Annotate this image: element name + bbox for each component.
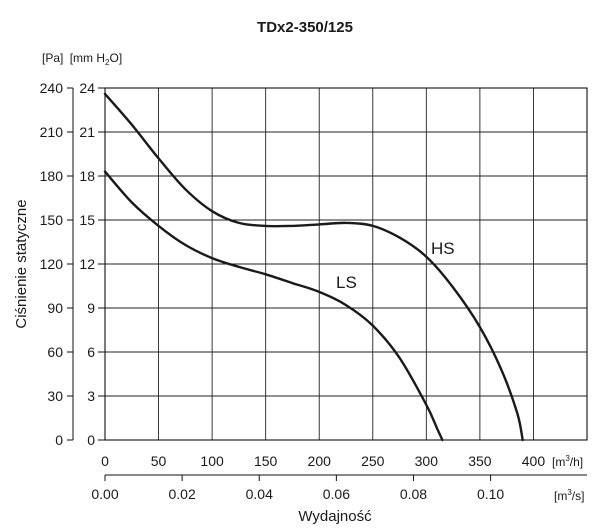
series-label-hs: HS xyxy=(431,239,455,258)
y-axis-mmh2o: 0 3 6 9 12 15 18 21 24 xyxy=(79,80,105,448)
chart-title: TDx2-350/125 xyxy=(257,19,353,36)
y-tick-mm-label: 21 xyxy=(79,124,95,140)
x-tick-m3s-label: 0.00 xyxy=(91,486,118,502)
x-tick-m3h-label: 250 xyxy=(361,453,385,469)
series-label-ls: LS xyxy=(336,273,357,292)
series-line-hs xyxy=(103,92,524,442)
x-tick-m3h-label: 300 xyxy=(415,453,439,469)
x-tick-m3h-label: 150 xyxy=(254,453,278,469)
y-tick-mm-label: 15 xyxy=(79,212,95,228)
x-tick-m3h-label: 0 xyxy=(101,453,109,469)
x-tick-m3s-label: 0.08 xyxy=(400,486,427,502)
x-tick-m3s-label: 0.10 xyxy=(477,486,504,502)
y-units-label: [Pa] [mm H2O] xyxy=(42,51,122,67)
x-tick-m3h-label: 50 xyxy=(151,453,167,469)
y-axis-title: Ciśnienie statyczne xyxy=(13,199,30,328)
y-tick-mm-label: 6 xyxy=(87,344,95,360)
x-tick-m3h-label: 100 xyxy=(200,453,224,469)
y-tick-mm-label: 9 xyxy=(87,300,95,316)
y-tick-mm-label: 0 xyxy=(87,432,95,448)
x-axis-title: Wydajność xyxy=(298,508,372,525)
y-tick-pa-label: 120 xyxy=(40,256,64,272)
x-tick-m3s-label: 0.06 xyxy=(323,486,350,502)
x-tick-m3s-label: 0.04 xyxy=(246,486,273,502)
y-tick-pa-label: 150 xyxy=(40,212,64,228)
y-axis-pa: 0 30 60 90 120 150 180 210 240 xyxy=(40,80,74,448)
x-tick-m3h-label: 350 xyxy=(468,453,492,469)
y-tick-mm-label: 3 xyxy=(87,388,95,404)
series-line-ls xyxy=(103,170,444,442)
y-tick-mm-label: 18 xyxy=(79,168,95,184)
y-tick-pa-label: 60 xyxy=(47,344,63,360)
y-tick-pa-label: 240 xyxy=(40,80,64,96)
x-axis-m3h: 0 50 100 150 200 250 300 350 400 xyxy=(101,453,545,469)
y-tick-pa-label: 180 xyxy=(40,168,64,184)
y-tick-mm-label: 12 xyxy=(79,256,95,272)
grid-lines xyxy=(104,87,587,441)
y-tick-pa-label: 90 xyxy=(47,300,63,316)
y-tick-pa-label: 0 xyxy=(55,432,63,448)
y-tick-pa-label: 210 xyxy=(40,124,64,140)
x-tick-m3h-label: 400 xyxy=(522,453,546,469)
x-tick-m3h-label: 200 xyxy=(308,453,332,469)
x-units-m3h-label: [m3/h] xyxy=(552,454,583,469)
x-units-m3s-label: [m3/s] xyxy=(554,488,584,503)
y-tick-mm-label: 24 xyxy=(79,80,95,96)
y-tick-pa-label: 30 xyxy=(47,388,63,404)
x-axis-m3s: 0.00 0.02 0.04 0.06 0.08 0.10 xyxy=(91,474,587,502)
x-tick-m3s-label: 0.02 xyxy=(168,486,195,502)
